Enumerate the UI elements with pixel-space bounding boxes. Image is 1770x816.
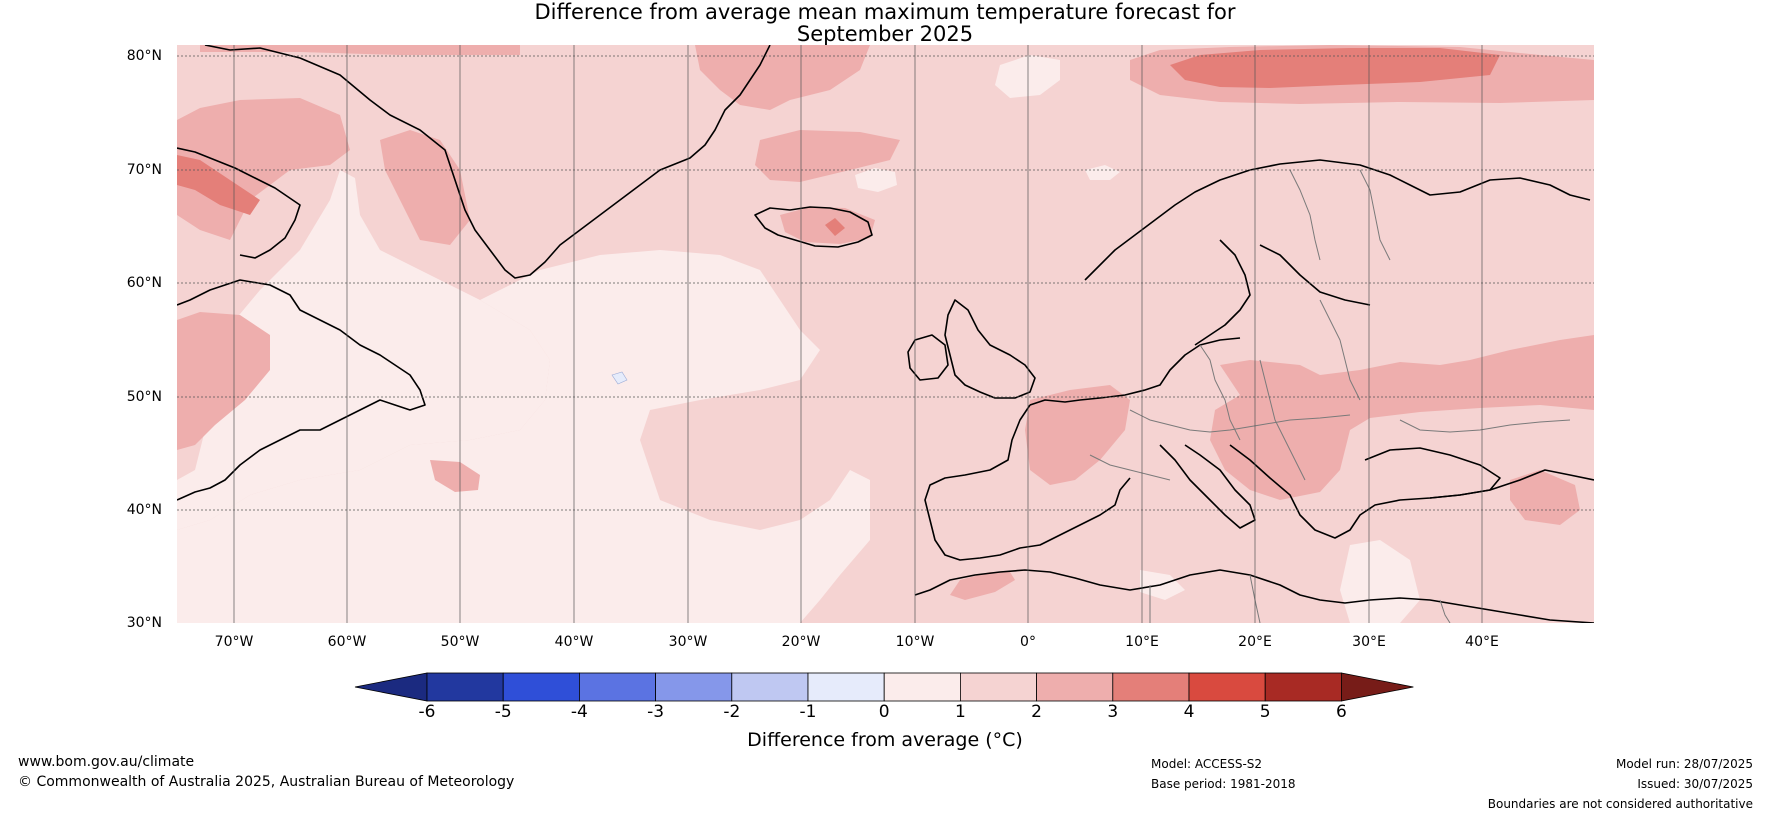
lon-label-0: 0° xyxy=(1020,634,1036,650)
anomaly-region-2-3-top-band xyxy=(200,45,520,55)
balkans-coast xyxy=(1229,444,1594,539)
greenland-coast xyxy=(204,45,771,279)
lon-label-60w: 60°W xyxy=(327,634,367,650)
lat-label-80n: 80°N xyxy=(126,48,162,64)
lat-label-40n: 40°N xyxy=(126,502,162,518)
lon-label-50w: 50°W xyxy=(440,634,480,650)
footer-model: Model: ACCESS-S2 xyxy=(1151,757,1263,771)
footer-website: www.bom.gov.au/climate xyxy=(18,754,195,770)
colorbar-tick-label: -3 xyxy=(647,702,665,722)
colorbar-tick-label: -1 xyxy=(799,702,817,722)
colorbar-tick-label: 1 xyxy=(954,702,966,722)
anomaly-region-2-3-black-sea xyxy=(1510,470,1580,525)
anomaly-region-2-3-denmark-strait xyxy=(755,130,900,182)
colorbar-tick-label: 3 xyxy=(1107,702,1119,722)
latitude-gridlines xyxy=(177,55,1594,511)
labrador-coast xyxy=(177,279,426,501)
colorbar-segment xyxy=(579,672,657,702)
longitude-gridlines xyxy=(233,45,1483,623)
lon-label-40w: 40°W xyxy=(554,634,594,650)
anomaly-region-2-3-france xyxy=(1025,385,1130,485)
anomaly-region-2-3-nova-scotia xyxy=(430,460,480,492)
lat-label-30n: 30°N xyxy=(126,615,162,631)
footer-base-period: Base period: 1981-2018 xyxy=(1151,777,1296,791)
colorbar-segment xyxy=(731,672,809,702)
colorbar-label: Difference from average (°C) xyxy=(747,729,1023,751)
colorbar-segment xyxy=(502,672,580,702)
north-africa-coast xyxy=(914,569,1594,623)
colorbar-segment xyxy=(1264,672,1342,702)
colorbar xyxy=(354,672,1414,702)
colorbar-segment xyxy=(883,672,961,702)
colorbar-segment xyxy=(1188,672,1266,702)
colorbar-tick-label: -2 xyxy=(723,702,741,722)
footer-disclaimer: Boundaries are not considered authoritat… xyxy=(1487,797,1753,811)
ireland-coast xyxy=(907,334,949,381)
footer-issued: Issued: 30/07/2025 xyxy=(1637,777,1753,791)
colorbar-segment xyxy=(807,672,885,702)
anomaly-region-0-1-norwegian xyxy=(855,168,897,192)
footer-copyright: © Commonwealth of Australia 2025, Austra… xyxy=(18,774,515,790)
anomaly-region-2-3-central-europe xyxy=(1210,335,1594,500)
anomaly-region-3-4-iceland xyxy=(825,218,845,236)
anomaly-region-0-1-central-atlantic xyxy=(177,250,870,623)
colorbar-tick-label: 2 xyxy=(1031,702,1043,722)
lat-label-70n: 70°N xyxy=(126,162,162,178)
colorbar-segment xyxy=(655,672,733,702)
iceland-coast xyxy=(754,206,873,248)
colorbar-segment xyxy=(1036,672,1114,702)
lon-label-30e: 30°E xyxy=(1352,634,1386,650)
britain-coast xyxy=(944,299,1036,399)
lon-label-20e: 20°E xyxy=(1238,634,1272,650)
lon-label-10e: 10°E xyxy=(1125,634,1159,650)
colorbar-tick-label: 4 xyxy=(1183,702,1195,722)
baffin-coast xyxy=(177,147,301,259)
lat-label-60n: 60°N xyxy=(126,275,162,291)
colorbar-tick-label: -5 xyxy=(494,702,512,722)
black-sea-coast xyxy=(1364,447,1501,499)
anomaly-region-2-3-north-africa xyxy=(950,572,1015,600)
lon-label-10w: 10°W xyxy=(895,634,935,650)
anomaly-region-0-1-turkey xyxy=(1340,540,1420,623)
lon-label-30w: 30°W xyxy=(668,634,708,650)
colorbar-tick-label: -4 xyxy=(570,702,588,722)
colorbar-tick-label: 5 xyxy=(1259,702,1271,722)
lon-label-70w: 70°W xyxy=(214,634,254,650)
colorbar-under-arrow xyxy=(354,672,428,702)
finland-coast xyxy=(1259,244,1371,306)
italy-coast xyxy=(1159,444,1256,529)
chart-title-line-1: Difference from average mean maximum tem… xyxy=(534,0,1236,24)
anomaly-region-0-1-north-sea xyxy=(995,55,1060,98)
colorbar-tick-label: -6 xyxy=(418,702,436,722)
anomaly-region-2-3-labrador xyxy=(177,312,270,450)
colorbar-segment xyxy=(1112,672,1190,702)
anomaly-region-3-4-svalbard xyxy=(1170,48,1500,88)
anomaly-region-0-1-sea-2 xyxy=(1085,165,1120,180)
colorbar-tick-label: 0 xyxy=(878,702,890,722)
colorbar-segment xyxy=(960,672,1038,702)
anomaly-region-2-3-greenland-east xyxy=(695,45,870,110)
anomaly-region-0-1-atlantic xyxy=(177,170,550,530)
lon-label-40e: 40°E xyxy=(1465,634,1499,650)
colorbar-tick-label: 6 xyxy=(1335,702,1347,722)
anomaly-region-neg1-0 xyxy=(611,371,628,385)
sweden-coast xyxy=(1194,239,1251,346)
chart-title-line-2: September 2025 xyxy=(796,22,974,46)
lon-label-20w: 20°W xyxy=(781,634,821,650)
biscay-coast xyxy=(924,404,1131,561)
lat-label-50n: 50°N xyxy=(126,389,162,405)
colorbar-over-arrow xyxy=(1341,672,1414,702)
colorbar-segment xyxy=(426,672,504,702)
footer-model-run: Model run: 28/07/2025 xyxy=(1615,757,1753,771)
